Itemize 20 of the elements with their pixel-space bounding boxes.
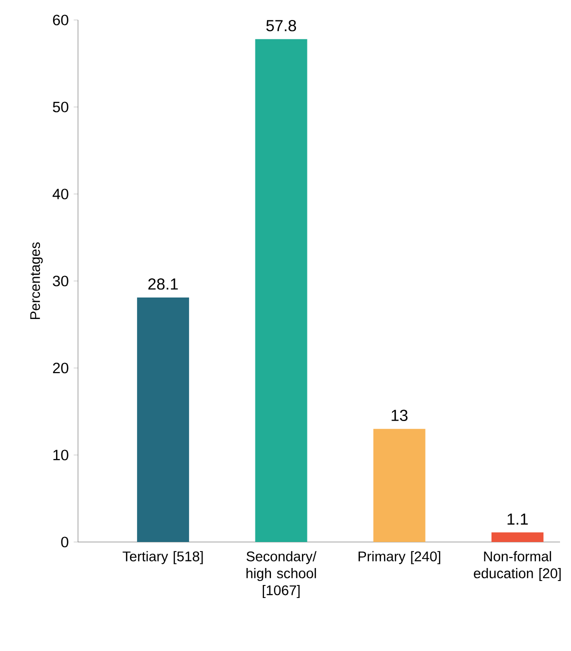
y-tick-label: 60 xyxy=(53,14,68,26)
x-tick-label: Non-formal education [20] xyxy=(474,551,561,582)
y-tick-label: 50 xyxy=(52,102,68,112)
x-tick-label: Tertiary [518] xyxy=(122,551,203,564)
x-tick-label: Secondary/ high school [1067] xyxy=(246,551,316,598)
x-tick-label: Primary [240] xyxy=(358,551,440,564)
data-label: 28.1 xyxy=(148,278,178,290)
data-label: 13 xyxy=(392,410,408,422)
y-tick-label: 30 xyxy=(52,276,68,286)
bar xyxy=(137,298,190,542)
y-tick-label: 0 xyxy=(61,536,68,548)
bar xyxy=(255,39,308,542)
y-axis-title: Percentages xyxy=(30,242,43,320)
y-tick-label: 10 xyxy=(53,450,68,460)
y-tick-label: 40 xyxy=(52,188,68,200)
data-label: 57.8 xyxy=(266,20,296,32)
bar xyxy=(491,532,544,542)
y-tick-label: 20 xyxy=(53,362,68,374)
data-label: 1.1 xyxy=(508,514,528,525)
bar xyxy=(373,428,426,542)
